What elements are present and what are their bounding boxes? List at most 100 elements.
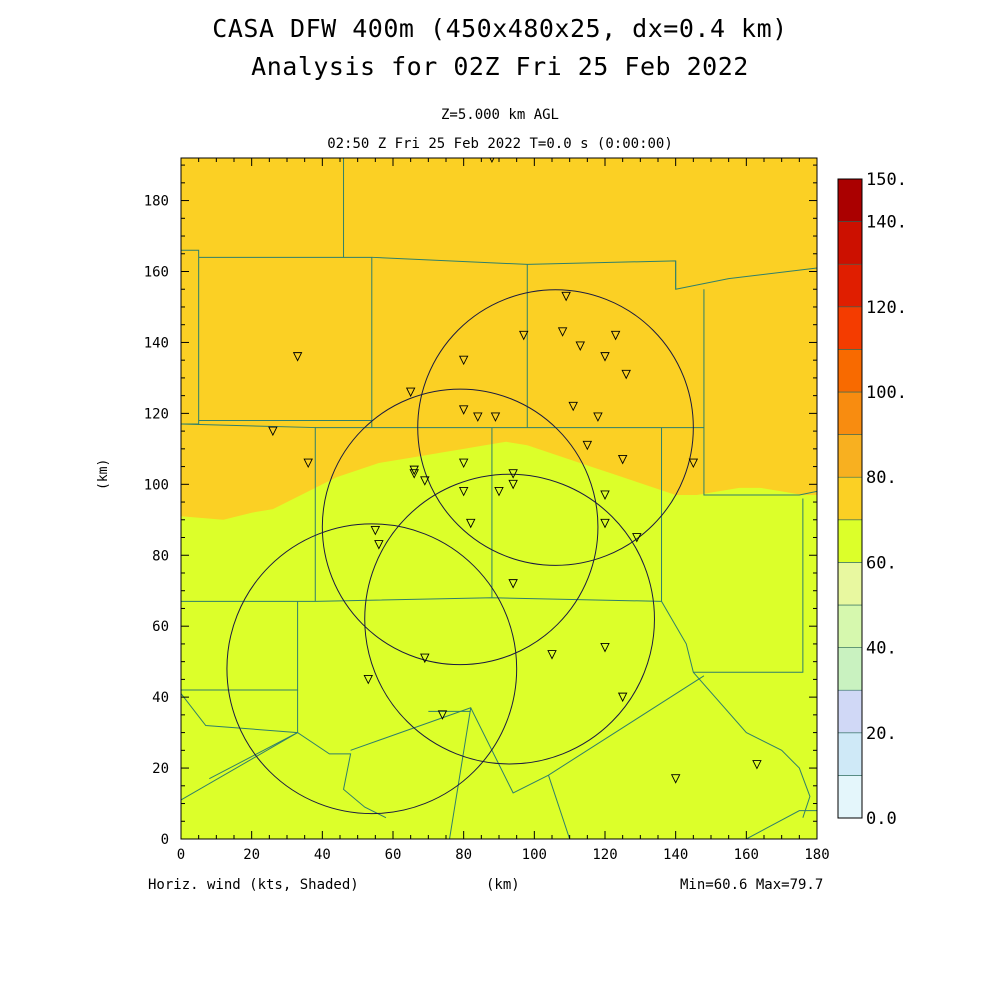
station-marker <box>582 440 593 451</box>
county-line <box>198 256 373 421</box>
station-marker <box>557 327 568 337</box>
colorbar: 0.0 20. 40. 60. 80. 100. 120. 140. 150. <box>837 170 907 829</box>
chart-title-line1: CASA DFW 400m (450x480x25, dx=0.4 km) <box>212 14 788 43</box>
chart-title-line2: Analysis for 02Z Fri 25 Feb 2022 <box>251 52 749 81</box>
station-marker <box>374 540 384 550</box>
x-tick-label: 120 <box>592 847 617 863</box>
x-tick-label: 140 <box>663 847 688 863</box>
colorbar-segment <box>837 178 863 222</box>
x-tick-label: 100 <box>522 847 547 863</box>
station-marker <box>617 692 628 703</box>
chart-subtitle-level: Z=5.000 km AGL <box>440 107 559 123</box>
y-tick-label: 20 <box>152 761 169 777</box>
station-marker <box>670 774 681 784</box>
station-marker <box>292 352 303 362</box>
station-marker <box>458 355 469 366</box>
station-marker <box>466 518 476 529</box>
colorbar-label: 20. <box>866 724 897 744</box>
colorbar-segment <box>837 647 863 691</box>
county-line <box>692 671 811 818</box>
station-marker <box>632 533 642 543</box>
station-marker <box>688 458 699 469</box>
station-marker <box>473 412 483 422</box>
colorbar-segment <box>837 349 863 393</box>
x-axis-label: (km) <box>486 877 520 893</box>
station-marker <box>494 486 504 497</box>
station-marker <box>610 330 621 341</box>
y-tick-label: 180 <box>144 194 169 210</box>
colorbar-label: 100. <box>866 383 907 403</box>
y-axis-label: (km) <box>96 458 111 490</box>
station-marker <box>617 455 628 465</box>
county-line <box>449 707 472 839</box>
colorbar-segment <box>837 775 863 819</box>
station-marker <box>600 490 610 500</box>
x-tick-label: 20 <box>243 847 260 863</box>
station-marker <box>458 405 469 415</box>
station-marker <box>490 412 501 422</box>
county-line <box>703 289 817 496</box>
station-marker <box>519 330 529 341</box>
radar-range-ring <box>226 523 518 815</box>
y-tick-label: 120 <box>144 406 169 422</box>
colorbar-label: 80. <box>866 468 897 488</box>
colorbar-segment <box>837 306 863 350</box>
station-marker <box>600 352 610 362</box>
station-marker <box>621 369 631 380</box>
station-marker <box>458 458 469 469</box>
radar-range-ring <box>417 289 694 566</box>
y-tick-label: 100 <box>144 477 169 493</box>
colorbar-segment <box>837 562 863 606</box>
colorbar-label: 0.0 <box>866 809 897 829</box>
station-marker <box>752 760 762 770</box>
radar-range-ring <box>321 388 599 666</box>
county-line <box>746 810 817 839</box>
station-marker <box>508 469 518 479</box>
station-marker <box>437 710 448 720</box>
station-marker <box>600 643 610 653</box>
county-line <box>547 774 571 839</box>
x-tick-label: 0 <box>177 847 185 863</box>
y-tick-label: 160 <box>144 265 169 281</box>
county-line <box>181 498 804 673</box>
y-tick-label: 0 <box>161 832 169 848</box>
colorbar-segment <box>837 391 863 435</box>
field-label: Horiz. wind (kts, Shaded) <box>148 877 359 893</box>
x-tick-label: 180 <box>804 847 829 863</box>
colorbar-label: 120. <box>866 298 907 318</box>
radar-range-ring <box>364 473 655 765</box>
county-line <box>181 732 298 801</box>
station-marker <box>363 674 373 685</box>
min-max-readout: Min=60.6 Max=79.7 <box>680 877 824 893</box>
station-marker <box>409 465 419 476</box>
station-marker <box>405 387 416 398</box>
colorbar-segment <box>837 221 863 265</box>
colorbar-label: 60. <box>866 553 897 573</box>
x-tick-label: 160 <box>734 847 759 863</box>
station-marker <box>420 476 430 486</box>
colorbar-segment <box>837 434 863 478</box>
colorbar-frame <box>837 178 863 819</box>
station-marker <box>568 401 578 412</box>
radar-range-rings <box>226 289 694 815</box>
station-marker <box>268 426 278 437</box>
y-tick-label: 80 <box>152 548 169 564</box>
station-marker <box>593 412 603 422</box>
station-marker <box>508 579 518 589</box>
y-tick-label: 140 <box>144 335 169 351</box>
station-marker <box>547 650 557 660</box>
colorbar-segment <box>837 263 863 308</box>
station-marker <box>561 291 571 302</box>
station-marker <box>508 479 518 490</box>
county-boundaries <box>181 158 817 839</box>
y-tick-label: 40 <box>152 690 169 706</box>
plot-area <box>181 158 817 839</box>
colorbar-segment <box>837 604 863 648</box>
county-line <box>350 675 705 794</box>
x-tick-label: 40 <box>314 847 331 863</box>
station-marker <box>370 525 381 536</box>
station-marker <box>575 341 585 351</box>
station-marker <box>409 469 419 479</box>
colorbar-segment <box>837 689 863 734</box>
